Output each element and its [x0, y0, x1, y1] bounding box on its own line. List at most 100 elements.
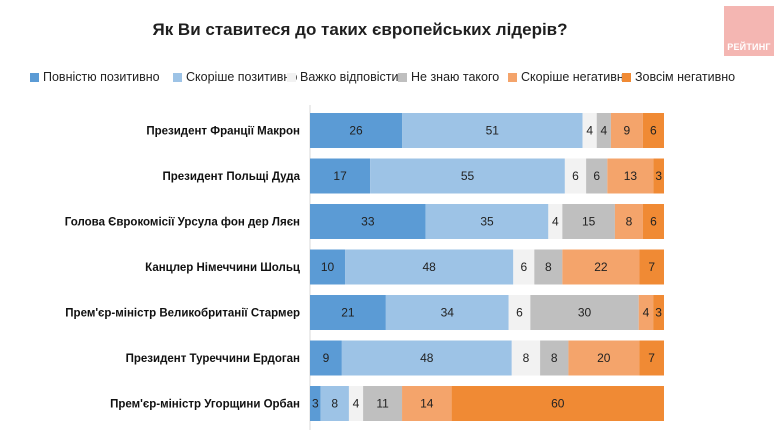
bar-segment	[610, 113, 643, 148]
value-label: 26	[349, 124, 363, 138]
category-label: Прем'єр-міністр Великобританії Стармер	[65, 308, 300, 320]
category-label: Голова Єврокомісії Урсула фон дер Ляєн	[65, 217, 300, 229]
value-label: 8	[523, 351, 530, 365]
bar-segment	[586, 158, 608, 194]
bar-segment	[451, 386, 664, 421]
bar-segment	[310, 295, 386, 330]
bar-segment	[310, 386, 321, 421]
bar-segment	[310, 158, 371, 194]
bar-segment	[614, 204, 643, 239]
legend-swatch	[30, 72, 39, 82]
value-label: 3	[655, 306, 662, 320]
category-label: Канцлер Німеччини Шольц	[145, 262, 300, 274]
value-label: 8	[551, 351, 558, 365]
value-label: 8	[626, 215, 633, 229]
bar-segment	[402, 113, 583, 148]
legend-item: Важко відповісти	[287, 70, 399, 84]
value-label: 9	[623, 124, 630, 138]
bar-segment	[639, 340, 664, 376]
value-label: 4	[600, 124, 607, 138]
category-label: Президент Польщі Дуда	[162, 171, 300, 183]
bar-segment	[534, 249, 563, 285]
legend-item: Повністю позитивно	[30, 70, 160, 84]
legend-swatch	[173, 72, 182, 82]
legend-swatch	[508, 72, 517, 82]
value-label: 7	[648, 351, 655, 365]
chart-title: Як Ви ставитеся до таких європейських лі…	[152, 20, 568, 39]
legend-swatch	[622, 72, 631, 82]
value-label: 20	[597, 351, 611, 365]
legend-item: Зовсім негативно	[622, 70, 735, 84]
bar-segment	[370, 158, 565, 194]
legend-label: Важко відповісти	[300, 70, 399, 84]
bar-segment	[562, 249, 640, 285]
value-label: 15	[582, 215, 596, 229]
bar-segment	[653, 295, 664, 330]
bar-segment	[642, 204, 664, 239]
value-label: 48	[420, 351, 434, 365]
value-label: 8	[545, 260, 552, 274]
value-label: 33	[361, 215, 375, 229]
legend-label: Скоріше негативно	[521, 70, 631, 84]
category-label: Прем'єр-міністр Угорщини Орбан	[110, 399, 300, 411]
value-label: 21	[341, 306, 355, 320]
bar-segment	[310, 249, 346, 285]
logo-text: РЕЙТИНГ	[727, 42, 771, 52]
bar-segment	[513, 249, 535, 285]
value-label: 34	[441, 306, 455, 320]
legend-item: Скоріше негативно	[508, 70, 631, 84]
legend-item: Скоріше позитивно	[173, 70, 297, 84]
value-label: 6	[650, 124, 657, 138]
value-label: 7	[648, 260, 655, 274]
value-label: 51	[486, 124, 500, 138]
value-label: 6	[650, 215, 657, 229]
bar-segment	[564, 158, 587, 194]
value-label: 3	[655, 169, 662, 183]
value-label: 6	[572, 169, 579, 183]
bar-segment	[310, 204, 426, 239]
bar-segment	[345, 249, 514, 285]
bar-segment	[530, 295, 639, 330]
bar-segment	[341, 340, 512, 376]
value-label: 60	[551, 397, 565, 411]
bar-segment	[653, 158, 664, 194]
category-label: Президент Туреччини Ердоган	[126, 353, 300, 365]
bar-segment	[310, 340, 342, 376]
value-label: 4	[586, 124, 593, 138]
value-label: 4	[643, 306, 650, 320]
legend-label: Не знаю такого	[411, 70, 500, 84]
value-label: 4	[552, 215, 559, 229]
value-label: 13	[624, 169, 638, 183]
bar-segment	[596, 113, 611, 148]
bar-segment	[642, 113, 664, 148]
value-label: 55	[461, 169, 475, 183]
bar-segment	[562, 204, 615, 239]
chart-legend: Повністю позитивно Скоріше позитивно Важко…	[30, 70, 770, 86]
bar-segment	[638, 295, 654, 330]
bar-segment	[540, 340, 569, 376]
value-label: 22	[594, 260, 608, 274]
bar-segment	[402, 386, 452, 421]
bar-segment	[320, 386, 349, 421]
rating-logo: РЕЙТИНГ	[724, 6, 774, 56]
bar-segment	[568, 340, 640, 376]
legend-item: Не знаю такого	[398, 70, 499, 84]
bar-segment	[639, 249, 664, 285]
bar-segment	[511, 340, 541, 376]
value-label: 6	[516, 306, 523, 320]
value-label: 6	[520, 260, 527, 274]
value-label: 11	[376, 397, 389, 411]
bar-segment	[363, 386, 403, 421]
bar-segment	[582, 113, 597, 148]
value-label: 17	[333, 169, 347, 183]
value-label: 8	[331, 397, 338, 411]
value-label: 14	[420, 397, 434, 411]
legend-swatch	[398, 72, 407, 82]
legend-swatch	[287, 72, 296, 82]
value-label: 9	[323, 351, 330, 365]
bar-segment	[607, 158, 654, 194]
value-label: 48	[422, 260, 436, 274]
value-label: 6	[593, 169, 600, 183]
bar-segment	[425, 204, 549, 239]
